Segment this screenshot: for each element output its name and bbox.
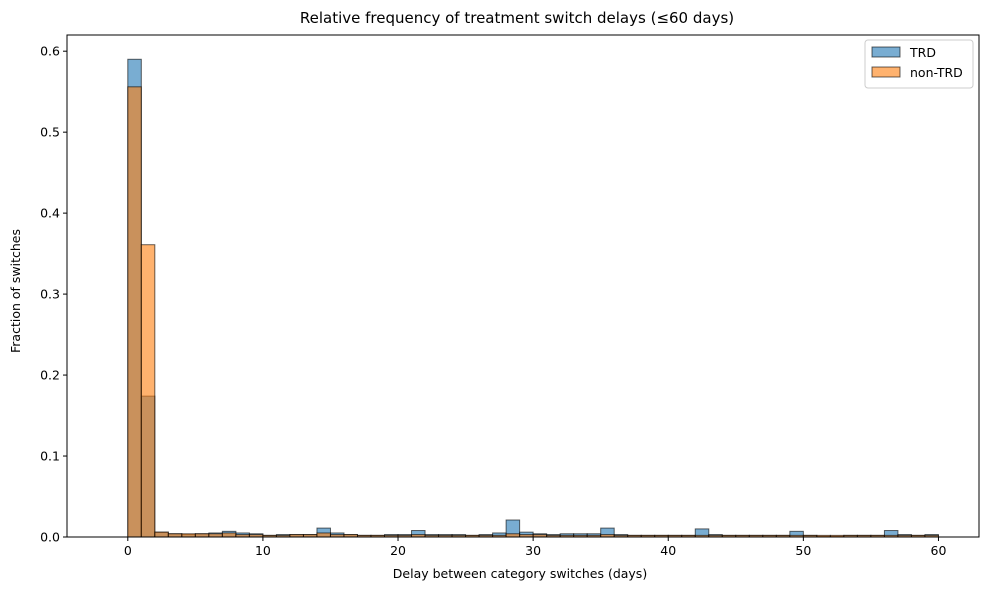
- legend-swatch: [871, 66, 901, 78]
- x-tick-label: 50: [795, 543, 811, 558]
- x-tick-label: 10: [255, 543, 271, 558]
- bar: [316, 532, 331, 538]
- legend: TRD non-TRD: [864, 39, 974, 89]
- y-tick-label: 0.1: [40, 449, 60, 464]
- x-tick-label: 20: [390, 543, 406, 558]
- bars-layer: [127, 58, 939, 538]
- y-tick-label: 0.5: [40, 125, 60, 140]
- series-trd: [127, 58, 939, 538]
- y-tick-label: 0.2: [40, 368, 60, 383]
- legend-label: non-TRD: [910, 65, 963, 80]
- series-non-trd: [127, 86, 939, 538]
- axes-layer: 0 10 20 30 40 50 60 0.0 0.1 0.2 0.3 0.4 0.5 0.6: [40, 34, 980, 558]
- y-tick-label: 0.3: [40, 287, 60, 302]
- x-tick-label: 30: [525, 543, 541, 558]
- x-tick-label: 40: [660, 543, 676, 558]
- bar: [154, 531, 169, 538]
- x-tick-label: 60: [931, 543, 947, 558]
- y-tick-label: 0.6: [40, 44, 60, 59]
- y-axis-title: Fraction of switches: [8, 229, 23, 353]
- bar: [127, 86, 142, 538]
- legend-swatch: [871, 46, 901, 58]
- chart-title: Relative frequency of treatment switch d…: [300, 9, 734, 27]
- bar: [140, 244, 156, 538]
- x-axis-title: Delay between category switches (days): [393, 566, 647, 581]
- y-tick-label: 0.4: [40, 206, 60, 221]
- y-tick-label: 0.0: [40, 530, 60, 545]
- bar: [221, 532, 237, 538]
- x-tick-label: 0: [124, 543, 132, 558]
- legend-label: TRD: [909, 45, 936, 60]
- plot-frame: [66, 34, 980, 538]
